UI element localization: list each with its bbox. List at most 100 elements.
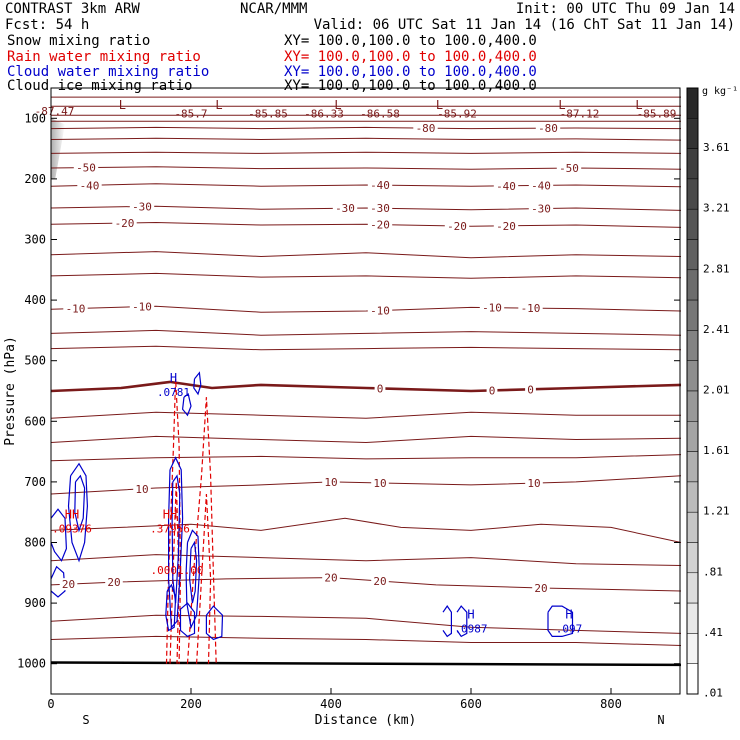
plot-frame [50,87,681,695]
isotherm-line [50,329,682,336]
field-name-cloud-ice: Cloud ice mixing ratio [7,78,193,94]
cloud-water-contour [547,605,574,637]
isotherm-label: 20 [62,578,75,591]
colorbar-frame [686,87,699,695]
isotherm-label-bg [73,161,99,174]
colorbar-unit: g kg⁻¹ [702,86,738,97]
colorbar-tick-label: .41 [703,626,723,639]
y-tick-label: 500 [24,354,46,368]
colorbar-segment [686,330,699,361]
isotherm-label: -40 [496,180,516,193]
isotherm-label: -20 [496,220,516,233]
isotherm-label-bg [367,179,393,192]
isotherm-label: 20 [373,575,386,588]
colorbar-segment [686,390,699,422]
isotherm-label-bg [493,179,519,192]
isotherm-label-bg [112,217,137,230]
isotherm-label: -40 [531,179,551,192]
low-value-label: -87.47 [35,105,75,118]
isotherm-line [50,454,682,462]
low-value-label: -85.92 [437,107,477,120]
isotherm-line [50,221,682,228]
isotherm-label-bg [129,200,155,213]
snow-shading-layer [51,118,65,179]
cloud-water-contour [185,529,201,630]
isotherm-line [50,137,682,141]
isotherm-label-bg [322,571,340,584]
colorbar-segment [686,602,699,634]
x-tick-label: 400 [320,697,342,711]
colorbar-layer: 3.61 3.21 2.81 2.41 2.01 1.61 1.21 .81 .41 .01 g k… [686,86,738,699]
isotherm-label: 0 [527,383,534,396]
cloud-water-contour [456,605,468,638]
colorbar-tick-label: 1.21 [703,505,730,518]
colorbar-tick-label: 2.81 [703,262,730,275]
isotherm-label: -30 [335,202,355,215]
low-value-label: -87.12 [560,107,600,120]
high-marker: H [170,371,177,385]
low-value-label: -86.33 [304,107,344,120]
low-marker: L [119,98,126,112]
colorbar-tick-label: 1.61 [703,444,730,457]
isotherm-label: 10 [373,477,386,490]
isotherm-line [50,411,681,419]
isotherm-label-bg [413,122,438,135]
isotherm-line [50,205,682,211]
isotherm-label-bg [479,301,505,314]
field-name-rain: Rain water mixing ratio [7,49,201,65]
isotherm-label-bg [367,304,393,317]
colorbar-segment [686,572,699,604]
high-marker: HH [163,507,177,521]
isotherm-label-bg [371,476,389,489]
isotherm-line [50,635,682,646]
isotherm-label-bg [518,302,543,315]
rain-contour [186,397,217,664]
isotherm-line [50,183,682,188]
isotherm-label-bg [528,179,554,192]
low-value-label: -85.85 [248,107,288,120]
isotherm-label: -10 [132,301,152,314]
institution-label: NCAR/MMM [240,1,308,17]
isotherm-line [50,166,682,170]
isotherm-label-bg [63,302,88,315]
y-axis-label: Pressure (hPa) [3,336,18,446]
isotherm-label: 10 [324,476,337,489]
cloud-water-contour [50,508,68,562]
low-value-label: -85.7 [174,107,207,120]
isotherm-label-bg [525,477,543,490]
isotherm-label-bg [129,300,155,313]
high-value-label: .0987 [454,622,487,635]
isotherm-label-bg [556,162,582,175]
isotherm-label: 20 [324,572,337,585]
isotherm-line [50,517,682,543]
x-tick-label: 200 [180,697,202,711]
isotherm-label: -10 [521,302,541,315]
colorbar-segment [686,299,699,331]
x-tick-label: 0 [47,697,54,711]
y-tick-label: 900 [24,596,46,610]
isotherm-label: 0 [377,382,384,395]
isotherm-label-bg [77,179,102,192]
cloud-water-contour [168,456,184,629]
cloud-water-contour [188,540,198,604]
cloud-water-contour [193,371,202,396]
isotherm-line [50,380,682,393]
isotherm-label: -20 [447,220,467,233]
isotherm-label: -30 [531,203,551,216]
isotherm-label: 10 [527,477,540,490]
isotherm-label-bg [367,202,393,215]
isotherm-label: -50 [559,162,579,175]
y-tick-label: 600 [24,414,46,428]
cloud-water-contour [181,392,192,417]
isotherm-label: 20 [534,582,547,595]
colorbar-segment [686,118,699,149]
forecast-hour: Fcst: 54 h [5,17,90,33]
isotherm-label-bg [374,382,386,395]
colorbar-segment [686,178,699,210]
colorbar-tick-label: 2.01 [703,383,730,396]
cloud-water-contour [165,583,177,632]
high-value-label: .097 [556,622,583,635]
field-xy-snow: XY= 100.0,100.0 to 100.0,400.0 [284,33,537,49]
y-tick-label: 100 [24,111,46,125]
